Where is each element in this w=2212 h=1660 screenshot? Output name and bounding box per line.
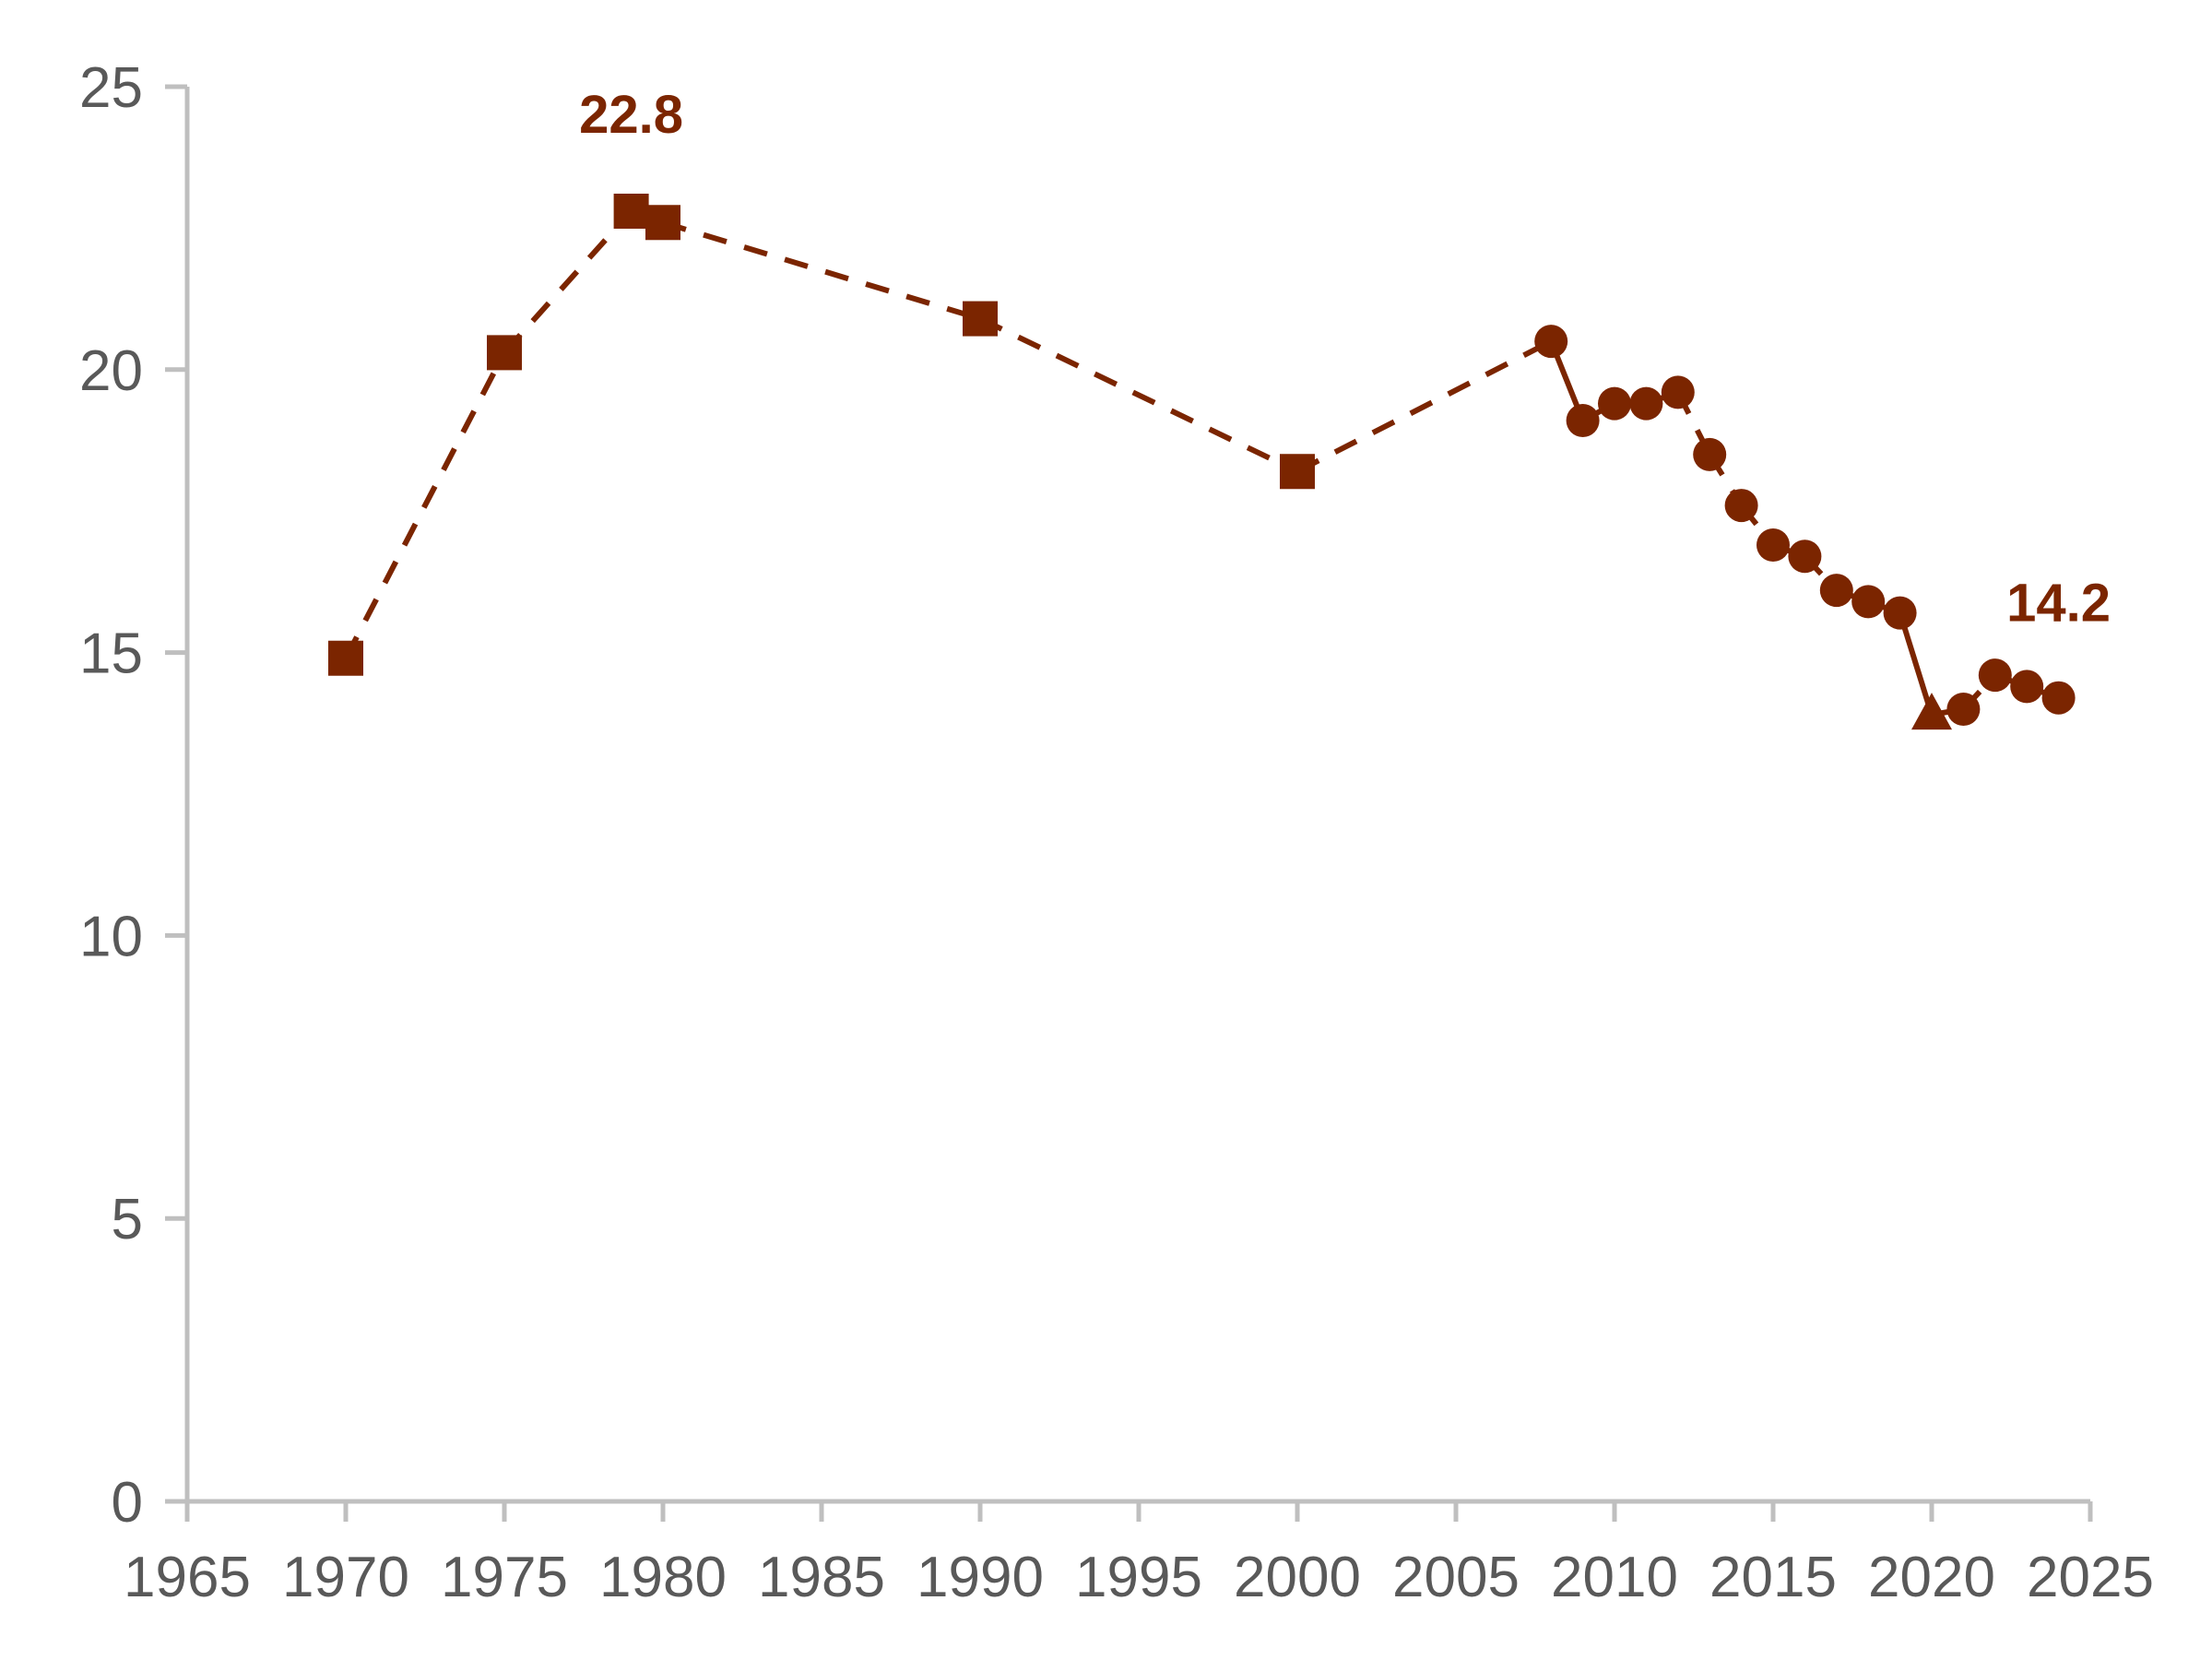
series-segment — [1295, 338, 1553, 474]
circle-marker — [1566, 404, 1600, 438]
circle-marker — [1819, 574, 1853, 608]
x-tick-label: 1980 — [599, 1546, 727, 1609]
square-marker — [963, 301, 998, 337]
series-segment — [343, 351, 507, 660]
circle-marker — [1693, 437, 1727, 471]
y-tick-label: 0 — [112, 1471, 143, 1535]
circle-marker — [1978, 658, 2012, 693]
x-tick-label: 1990 — [917, 1546, 1044, 1609]
data-label: 14.2 — [2006, 574, 2111, 634]
x-tick-label: 2010 — [1551, 1546, 1678, 1609]
x-tick-label: 1975 — [441, 1546, 568, 1609]
circle-marker — [1534, 325, 1568, 359]
x-tick-label: 2000 — [1234, 1546, 1361, 1609]
circle-marker — [1629, 386, 1663, 421]
circle-marker — [1598, 386, 1631, 421]
square-marker — [613, 193, 649, 229]
y-tick-label: 15 — [79, 622, 143, 686]
circle-marker — [2041, 681, 2076, 715]
y-tick-label: 5 — [112, 1188, 143, 1251]
square-marker — [328, 640, 363, 676]
triangle-marker — [1911, 693, 1952, 730]
circle-marker — [1788, 540, 1822, 574]
data-labels: 22.8 14.2 — [579, 85, 2111, 634]
x-tick-label: 1995 — [1075, 1546, 1202, 1609]
x-tick-label: 2025 — [2027, 1546, 2154, 1609]
series-segment — [1897, 611, 1934, 716]
x-tick-label: 2005 — [1392, 1546, 1520, 1609]
x-tick-label: 2015 — [1709, 1546, 1837, 1609]
circle-marker — [1851, 585, 1886, 619]
circle-marker — [2010, 670, 2044, 704]
circle-marker — [1946, 692, 1981, 726]
circle-marker — [1757, 528, 1790, 563]
series-segment — [662, 219, 981, 322]
x-tick-label: 1985 — [758, 1546, 885, 1609]
series-lines — [343, 208, 2060, 718]
y-tick-label: 10 — [79, 905, 143, 968]
series-segment — [978, 315, 1299, 474]
series-markers — [328, 193, 2076, 730]
x-tick-label: 1965 — [124, 1546, 251, 1609]
x-tick-label: 2020 — [1868, 1546, 1995, 1609]
x-tick-label: 1970 — [282, 1546, 409, 1609]
circle-marker — [1661, 375, 1695, 409]
square-marker — [645, 205, 680, 241]
series-segment — [502, 208, 633, 355]
square-marker — [1280, 454, 1315, 490]
circle-marker — [1883, 596, 1917, 630]
square-marker — [487, 335, 522, 371]
y-tick-label: 25 — [79, 56, 143, 120]
circle-marker — [1724, 489, 1758, 523]
y-tick-label: 20 — [79, 339, 143, 403]
data-label: 22.8 — [579, 85, 683, 145]
